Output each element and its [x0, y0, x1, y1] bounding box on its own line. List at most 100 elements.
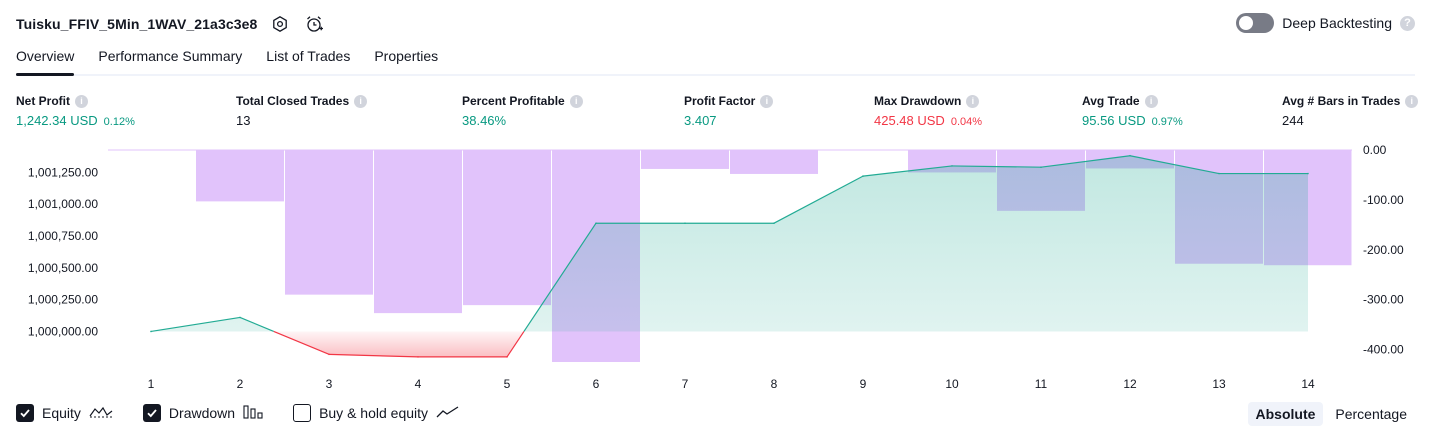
- equity-line-segment: [523, 222, 597, 332]
- metric-value: 13: [236, 113, 251, 128]
- legend-equity[interactable]: Equity: [16, 404, 113, 422]
- equity-profit-fill: [151, 155, 1308, 332]
- equity-line-segment: [862, 165, 953, 177]
- y-right-tick-label: -400.00: [1363, 343, 1404, 357]
- x-tick-label: 9: [860, 377, 867, 391]
- equity-point-3: [328, 353, 330, 356]
- drawdown-bar-8: [730, 150, 818, 174]
- chart-legend: Equity Drawdown Buy & hold equity: [16, 404, 460, 422]
- info-icon[interactable]: i: [354, 94, 368, 108]
- equity-line-segment: [951, 165, 1042, 168]
- metric-net-profit: Net Profit i 1,242.34 USD 0.12%: [16, 94, 135, 128]
- x-tick-label: 4: [415, 377, 422, 391]
- strategy-header: Tuisku_FFIV_5Min_1WAV_21a3c3e8: [16, 12, 325, 36]
- x-tick-label: 11: [1035, 377, 1048, 391]
- checkbox-unchecked-icon[interactable]: [293, 404, 312, 422]
- y-right-tick-label: -200.00: [1363, 243, 1404, 257]
- drawdown-bar-7: [641, 150, 729, 169]
- metric-value: 95.56 USD: [1082, 113, 1146, 128]
- equity-point-7: [684, 222, 686, 225]
- equity-point-13: [1218, 172, 1220, 175]
- info-icon[interactable]: i: [1144, 94, 1158, 108]
- settings-hex-icon[interactable]: [269, 13, 291, 35]
- equity-drawdown-chart[interactable]: 1,001,250.00 1,001,000.00 1,000,750.00 1,00…: [0, 140, 1431, 398]
- metric-value: 425.48 USD: [874, 113, 945, 128]
- metric-percent-profitable: Percent Profitable i 38.46%: [462, 94, 583, 128]
- tab-list-of-trades[interactable]: List of Trades: [266, 48, 351, 64]
- equity-loss-fill: [273, 331, 524, 357]
- mode-absolute-button[interactable]: Absolute: [1247, 402, 1324, 426]
- x-tick-label: 10: [945, 377, 959, 391]
- info-icon[interactable]: i: [1405, 94, 1419, 108]
- x-tick-label: 2: [237, 377, 244, 391]
- tab-performance-summary[interactable]: Performance Summary: [98, 48, 243, 64]
- checkbox-checked-icon[interactable]: [16, 404, 34, 422]
- equity-point-2: [239, 316, 241, 319]
- y-left-tick-label: 1,000,750.00: [28, 229, 98, 243]
- metric-label: Total Closed Trades: [236, 94, 350, 108]
- metric-max-drawdown: Max Drawdown i 425.48 USD 0.04%: [874, 94, 982, 128]
- info-icon[interactable]: i: [75, 94, 88, 108]
- equity-line-segment: [239, 316, 274, 332]
- mode-percentage-button[interactable]: Percentage: [1335, 406, 1407, 422]
- metric-total-closed-trades: Total Closed Trades i 13: [236, 94, 368, 128]
- legend-drawdown[interactable]: Drawdown: [142, 404, 263, 422]
- info-icon[interactable]: i: [760, 94, 774, 108]
- info-icon[interactable]: i: [966, 94, 980, 108]
- help-icon[interactable]: ?: [1400, 15, 1415, 31]
- equity-point-4: [417, 356, 419, 358]
- drawdown-bar-2: [196, 150, 284, 202]
- equity-point-5: [506, 356, 508, 358]
- x-tick-label: 3: [326, 377, 333, 391]
- metric-percent: 0.97%: [1151, 116, 1183, 128]
- equity-line-segment: [1129, 155, 1220, 175]
- equity-line-segment: [150, 316, 241, 333]
- metric-label: Net Profit: [16, 94, 70, 108]
- x-tick-label: 7: [682, 377, 689, 391]
- drawdown-bars-icon: [243, 404, 263, 422]
- equity-area: [150, 154, 1309, 358]
- equity-point-6: [595, 222, 597, 225]
- metric-percent: 0.04%: [950, 116, 983, 128]
- metric-avg-trade: Avg Trade i 95.56 USD 0.97%: [1082, 94, 1183, 128]
- deep-backtesting-label: Deep Backtesting: [1282, 15, 1392, 31]
- y-left-tick-label: 1,000,500.00: [28, 261, 98, 275]
- add-alert-icon[interactable]: [303, 13, 325, 35]
- metric-value: 38.46%: [462, 113, 507, 128]
- y-right-tick-label: 0.00: [1363, 143, 1387, 157]
- tab-properties[interactable]: Properties: [374, 48, 439, 64]
- buy-hold-line-icon: [436, 405, 460, 422]
- x-tick-label: 1: [148, 377, 155, 391]
- info-icon[interactable]: i: [569, 94, 583, 108]
- checkbox-checked-icon[interactable]: [142, 404, 161, 422]
- metric-value: 244: [1282, 113, 1304, 128]
- equity-line-segment: [506, 331, 525, 358]
- y-left-tick-label: 1,000,000.00: [28, 324, 98, 338]
- metric-value: 1,242.34 USD: [16, 113, 98, 128]
- metric-label: Percent Profitable: [462, 94, 565, 108]
- equity-line-icon: [89, 405, 113, 422]
- tab-overview[interactable]: Overview: [16, 48, 75, 76]
- equity-point-8: [773, 222, 775, 225]
- chart-axes: 1,001,250.00 1,001,000.00 1,000,750.00 1,00…: [28, 143, 1404, 391]
- y-right-tick-label: -300.00: [1363, 293, 1404, 307]
- legend-label: Drawdown: [168, 405, 236, 421]
- strategy-title: Tuisku_FFIV_5Min_1WAV_21a3c3e8: [16, 16, 258, 32]
- equity-point-11: [1040, 166, 1042, 168]
- y-left-tick-label: 1,000,250.00: [28, 293, 98, 307]
- metric-profit-factor: Profit Factor i 3.407: [684, 94, 774, 128]
- equity-point-14: [1307, 172, 1309, 175]
- chart-value-mode: Absolute Percentage: [1247, 402, 1416, 426]
- equity-line-segment: [1040, 155, 1131, 168]
- equity-line-segment: [273, 330, 330, 355]
- toggle-knob: [1239, 16, 1254, 30]
- equity-point-10: [951, 165, 953, 167]
- drawdown-bar-3: [285, 150, 373, 295]
- equity-point-12: [1129, 154, 1131, 157]
- x-tick-label: 14: [1301, 377, 1315, 391]
- legend-buy-hold-equity[interactable]: Buy & hold equity: [293, 404, 460, 422]
- deep-backtesting-toggle[interactable]: [1236, 13, 1275, 33]
- x-tick-label: 6: [593, 377, 600, 391]
- metric-avg-bars-in-trades: Avg # Bars in Trades i 244: [1282, 94, 1419, 128]
- y-left-tick-label: 1,001,250.00: [28, 165, 98, 179]
